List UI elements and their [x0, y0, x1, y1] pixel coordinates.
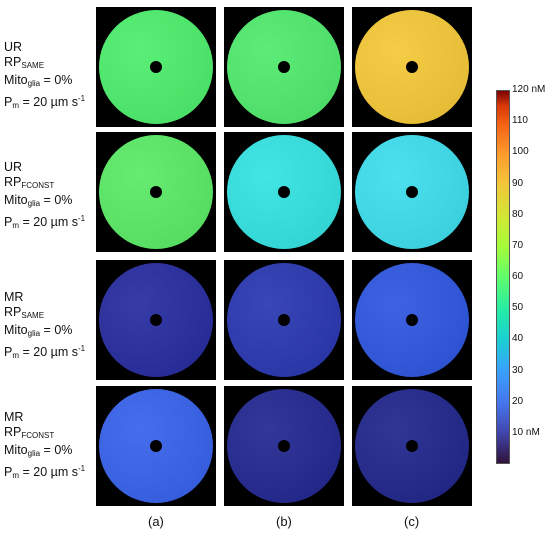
rp-label: RPFCONST — [4, 425, 55, 440]
panel-r1-c2 — [224, 7, 344, 127]
colorbar-tick: 40 — [512, 333, 524, 345]
colorbar-tick: 90 — [512, 177, 524, 189]
column-label-a: (a) — [148, 514, 164, 529]
center-hole — [150, 440, 162, 452]
column-label-c: (c) — [404, 514, 420, 529]
mito-label: Mitoglia = 0% — [4, 193, 73, 208]
row-label-2: UR RPFCONST Mitoglia = 0% Pm = 20 µm s-1 — [4, 160, 85, 233]
row-label-1: UR RPSAME Mitoglia = 0% Pm = 20 µm s-1 — [4, 40, 85, 113]
model-label: MR — [4, 410, 24, 424]
colorbar-tick: 120 nM — [512, 84, 546, 95]
panel-r1-c3 — [352, 7, 472, 127]
center-hole — [278, 186, 290, 198]
rp-label: RPFCONST — [4, 175, 55, 190]
column-label-b: (b) — [276, 514, 292, 529]
pm-label: Pm = 20 µm s-1 — [4, 344, 86, 361]
model-label: MR — [4, 290, 24, 304]
panel-r2-c2 — [224, 132, 344, 252]
colorbar-tick: 60 — [512, 271, 524, 282]
colorbar — [496, 90, 510, 464]
panel-r3-c1 — [96, 260, 216, 380]
colorbar-tick: 20 — [512, 395, 524, 407]
panel-r3-c2 — [224, 260, 344, 380]
center-hole — [278, 440, 290, 452]
pm-label: Pm = 20 µm s-1 — [4, 94, 86, 111]
panel-r2-c3 — [352, 132, 472, 252]
panel-r4-c3 — [352, 386, 472, 506]
pm-label: Pm = 20 µm s-1 — [4, 214, 86, 231]
row-label-3: MR RPSAME Mitoglia = 0% Pm = 20 µm s-1 — [4, 290, 85, 363]
rp-label: RPSAME — [4, 305, 45, 320]
model-label: UR — [4, 40, 23, 54]
colorbar-tick: 10 nM — [512, 426, 540, 438]
center-hole — [150, 314, 162, 326]
colorbar-tick: 110 — [512, 115, 528, 127]
center-hole — [406, 440, 418, 452]
center-hole — [406, 186, 418, 198]
panel-r2-c1 — [96, 132, 216, 252]
center-hole — [150, 61, 162, 73]
mito-label: Mitoglia = 0% — [4, 443, 73, 458]
center-hole — [406, 314, 418, 326]
center-hole — [278, 61, 290, 73]
colorbar-tick: 70 — [512, 239, 524, 251]
row-label-4: MR RPFCONST Mitoglia = 0% Pm = 20 µm s-1 — [4, 410, 85, 483]
colorbar-tick: 50 — [512, 302, 524, 314]
colorbar-tick: 80 — [512, 208, 524, 220]
colorbar-tick: 100 — [512, 146, 529, 158]
center-hole — [406, 61, 418, 73]
panel-r3-c3 — [352, 260, 472, 380]
rp-label: RPSAME — [4, 55, 45, 70]
center-hole — [150, 186, 162, 198]
panel-r4-c2 — [224, 386, 344, 506]
pm-label: Pm = 20 µm s-1 — [4, 464, 86, 481]
model-label: UR — [4, 160, 23, 174]
center-hole — [278, 314, 290, 326]
colorbar-tick: 30 — [512, 364, 524, 376]
panel-r4-c1 — [96, 386, 216, 506]
mito-label: Mitoglia = 0% — [4, 73, 73, 88]
panel-r1-c1 — [96, 7, 216, 127]
mito-label: Mitoglia = 0% — [4, 323, 73, 338]
